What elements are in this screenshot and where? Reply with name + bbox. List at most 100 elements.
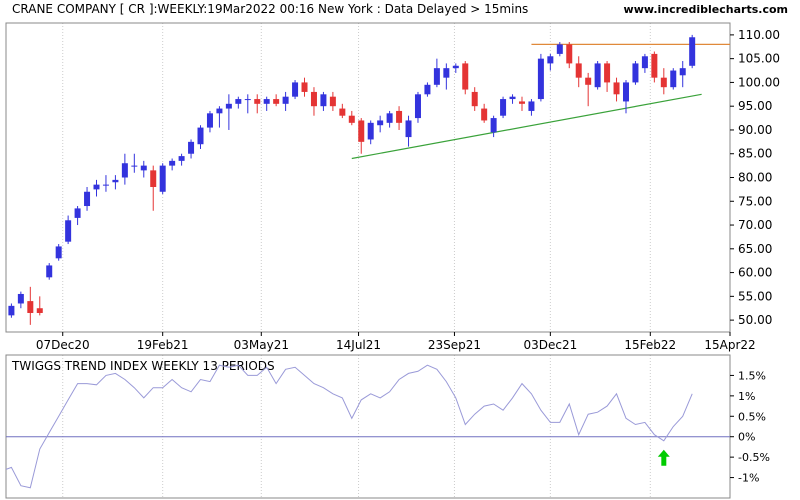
candle [386,110,393,128]
candle [414,91,421,123]
candle [329,91,336,111]
candle-body [424,84,431,95]
candle [481,103,488,123]
candle-body [452,65,459,69]
candle-body [632,63,639,83]
candle-body [93,184,100,190]
candle [547,53,554,71]
candle [471,87,478,111]
candle-body [244,99,251,101]
candle [140,160,147,178]
price-y-tick-label: 65.00 [738,242,772,256]
candle [405,115,412,147]
candle [27,286,34,325]
candle [282,91,289,111]
candle [254,94,261,114]
candle-body [8,305,15,316]
candle-body [216,108,223,114]
candle [244,94,251,114]
candle-body [490,118,497,133]
candle-body [206,113,213,128]
price-y-tick-label: 90.00 [738,123,772,137]
candle-body [46,265,53,278]
price-x-tick-label: 15Feb22 [624,338,676,352]
candle [443,63,450,90]
price-y-tick-label: 85.00 [738,147,772,161]
candle [273,94,280,107]
price-x-tick-label: 19Feb21 [137,338,189,352]
candle [131,153,138,173]
indicator-y-tick-label: -0.5% [738,451,770,464]
candle [150,165,157,211]
candle-body [594,63,601,88]
candle-body [556,44,563,54]
candle [528,99,535,116]
price-y-tick-label: 75.00 [738,194,772,208]
candle-body [121,163,128,178]
price-x-tick-label: 07Dec20 [36,338,90,352]
candle-body [414,94,421,119]
candle-body [405,120,412,138]
candle-body [471,91,478,107]
candle [518,96,525,111]
candle-body [386,113,393,123]
candle [632,61,639,85]
candle [216,106,223,128]
candle [452,63,459,73]
price-x-tick-label: 03May21 [234,338,289,352]
candle [301,77,308,97]
candle-body [169,160,176,166]
candle [348,110,355,126]
candle-body [528,101,535,111]
candle-body [518,101,525,104]
candle [585,72,592,107]
price-y-tick-label: 110.00 [738,28,780,42]
candle-body [102,184,109,186]
candle [556,42,563,57]
candle-body [396,110,403,123]
candle-body [377,120,384,126]
candle-body [670,70,677,88]
candle-body [641,56,648,69]
candle [679,61,686,88]
price-y-tick-label: 55.00 [738,289,772,303]
indicator-title: TWIGGS TREND INDEX WEEKLY 13 PERIODS [11,359,275,373]
candle [651,51,658,83]
candle [339,103,346,119]
candle-body [65,220,72,242]
price-x-tick-label: 15Apr22 [704,338,755,352]
candle-body [679,68,686,76]
price-x-axis: 07Dec20 19Feb21 03May21 14Jul21 23Sep21 03Dec… [36,332,756,352]
candle-body [320,94,327,107]
candle-body [225,103,232,109]
chart-lines [351,43,730,160]
candle-body [310,91,317,107]
indicator-y-tick-label: 1% [738,390,755,403]
indicator-y-tick-label: 0.5% [738,410,766,423]
candle-body [585,77,592,85]
price-x-tick-label: 03Dec21 [523,338,577,352]
candle [197,125,204,149]
candle [112,175,119,190]
candle [8,303,15,318]
candle-body [613,82,620,95]
candle [310,87,317,116]
candle-body [622,82,629,102]
candle [462,61,469,95]
indicator-line [5,364,693,489]
candle-body [329,96,336,107]
candle-body [188,141,195,154]
candle-body [660,77,667,88]
price-x-tick-label: 14Jul21 [336,338,381,352]
candle-body [55,246,62,259]
candle-body [282,96,289,104]
candle [225,94,232,130]
candle [36,296,43,316]
candle-body [651,53,658,78]
candle [689,34,696,69]
indicator-series [5,364,730,489]
price-chart-title: CRANE COMPANY [ CR ]:WEEKLY:19Mar2022 00… [12,2,528,16]
candle [93,179,100,197]
candle-body [197,127,204,145]
